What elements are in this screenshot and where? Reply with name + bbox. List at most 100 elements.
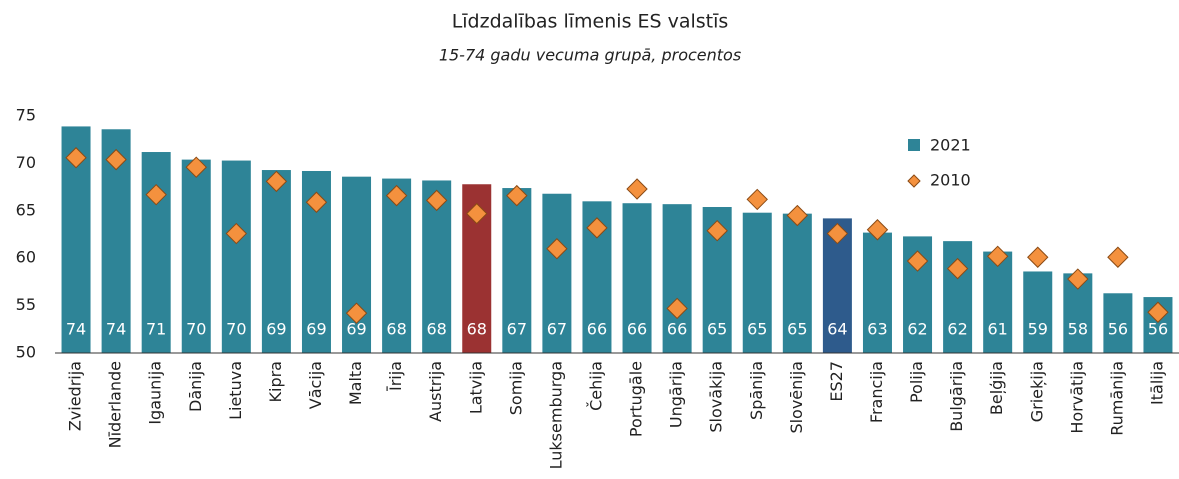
value-label: 70 (186, 320, 206, 339)
x-tick-label: Nīderlande (106, 361, 125, 448)
marker (425, 189, 448, 212)
marker (1147, 301, 1169, 323)
legend-label: 2010 (930, 171, 971, 190)
marker (986, 245, 1009, 268)
bar (382, 178, 412, 353)
value-label: 66 (587, 320, 607, 339)
value-label: 69 (346, 320, 366, 339)
marker (345, 302, 368, 324)
y-tick-label: 70 (16, 153, 36, 172)
marker (546, 238, 568, 260)
x-tick-label: Francija (867, 361, 886, 423)
x-tick-label: Luksemburga (546, 361, 565, 469)
marker (666, 297, 688, 320)
x-tick-label: Itālija (1147, 361, 1166, 405)
marker (826, 222, 849, 245)
x-tick-label: ES27 (827, 361, 846, 402)
legend-label: 2021 (930, 136, 971, 155)
bar (983, 251, 1013, 353)
x-tick-label: Portugāle (627, 361, 646, 437)
value-label: 64 (827, 320, 847, 339)
y-tick-label: 65 (16, 200, 36, 219)
marker (906, 250, 929, 272)
x-tick-label: Lietuva (226, 361, 245, 420)
x-tick-label: Zviedrija (66, 361, 85, 431)
bar (1023, 271, 1053, 353)
value-label: 67 (547, 320, 567, 339)
x-tick-label: Slovākija (707, 361, 726, 433)
marker (706, 220, 728, 242)
y-tick-label: 60 (16, 248, 36, 267)
value-label: 68 (426, 320, 446, 339)
value-label: 65 (707, 320, 727, 339)
marker (946, 257, 969, 280)
bar (542, 193, 572, 353)
x-tick-label: Austrija (426, 361, 445, 422)
marker (466, 202, 488, 225)
x-tick-label: Polija (907, 361, 926, 403)
chart-title: Līdzdalības līmenis ES valstīs (452, 11, 729, 33)
value-label: 59 (1028, 320, 1048, 339)
bar (782, 213, 812, 353)
value-label: 69 (266, 320, 286, 339)
value-label: 74 (106, 320, 126, 339)
bar (181, 159, 211, 353)
bar (502, 188, 532, 353)
x-tick-label: Somija (506, 361, 525, 415)
marker (1067, 268, 1089, 290)
value-label: 70 (226, 320, 246, 339)
value-label: 61 (987, 320, 1007, 339)
x-tick-label: Kipra (266, 361, 285, 402)
x-tick-label: Bulgārija (947, 361, 966, 432)
x-tick-label: Malta (346, 361, 365, 405)
value-label: 56 (1108, 320, 1128, 339)
bar (662, 204, 692, 353)
y-tick-label: 50 (16, 343, 36, 362)
marker (1027, 246, 1049, 268)
x-tick-label: Vācija (306, 361, 325, 409)
marker (145, 183, 167, 206)
marker (586, 217, 608, 239)
marker (786, 204, 809, 227)
value-label: 56 (1148, 320, 1168, 339)
marker (265, 170, 288, 193)
marker (385, 184, 408, 207)
value-label: 63 (867, 320, 887, 339)
value-label: 68 (467, 320, 487, 339)
value-label: 69 (306, 320, 326, 339)
x-tick-label: Dānija (186, 361, 205, 412)
marker (65, 147, 87, 169)
y-tick-label: 55 (16, 295, 36, 314)
marker (105, 148, 127, 171)
marker (866, 219, 889, 241)
marker (506, 184, 528, 207)
marker (626, 178, 648, 200)
bar (742, 212, 772, 353)
x-tick-label: Īrija (386, 361, 405, 391)
bar (862, 232, 892, 353)
bar (1103, 293, 1133, 353)
marker (225, 222, 248, 245)
x-tick-label: Igaunija (146, 361, 165, 425)
bar (221, 160, 251, 353)
value-label: 67 (507, 320, 527, 339)
value-label: 62 (907, 320, 927, 339)
legend-swatch (907, 174, 921, 188)
bar (622, 203, 652, 353)
x-tick-label: Spānija (747, 361, 766, 420)
value-label: 65 (787, 320, 807, 339)
x-tick-label: Ungārija (667, 361, 686, 428)
legend-swatch (908, 139, 920, 151)
value-label: 71 (146, 320, 166, 339)
y-tick-label: 75 (16, 106, 36, 125)
x-tick-label: Grieķija (1027, 361, 1046, 422)
value-label: 58 (1068, 320, 1088, 339)
value-label: 66 (627, 320, 647, 339)
x-tick-label: Beļģija (987, 361, 1006, 415)
value-label: 74 (66, 320, 86, 339)
value-label: 66 (667, 320, 687, 339)
marker (1107, 246, 1129, 268)
marker (305, 191, 328, 213)
chart-subtitle: 15-74 gadu vecuma grupā, procentos (439, 46, 741, 65)
